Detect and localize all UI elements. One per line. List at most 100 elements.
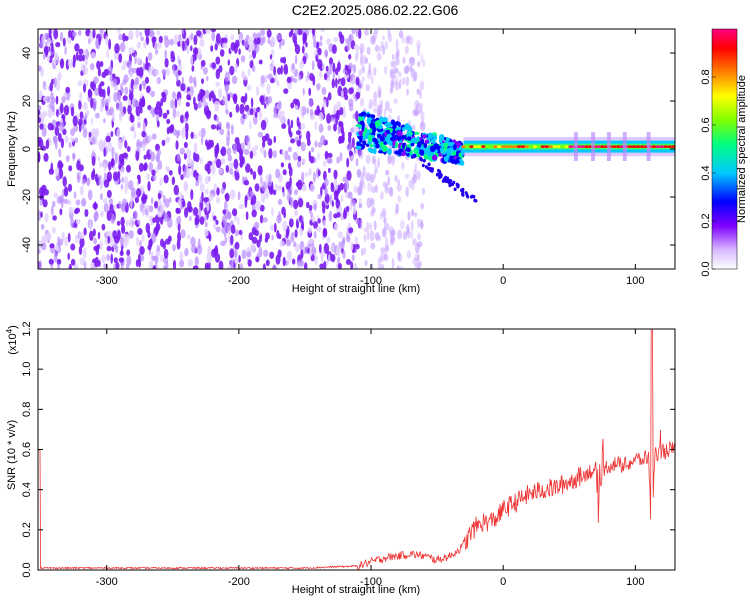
heatmap-cell	[369, 122, 374, 129]
heatmap-cell	[126, 146, 131, 152]
heatmap-cell	[266, 83, 271, 95]
heatmap-cell	[224, 192, 230, 202]
heatmap-cell	[298, 215, 303, 223]
heatmap-cell	[416, 88, 421, 95]
heatmap-cell	[528, 145, 534, 149]
heatmap-cell	[243, 75, 248, 81]
heatmap-cell	[255, 256, 260, 263]
heatmap-cell	[192, 76, 197, 85]
heatmap-cell	[140, 36, 144, 42]
heatmap-cell	[373, 67, 377, 76]
heatmap-cell	[366, 113, 371, 118]
heatmap-cell	[438, 169, 442, 174]
heatmap-cell	[346, 170, 352, 181]
heatmap-cell	[556, 145, 561, 149]
heatmap-cell	[269, 65, 274, 71]
heatmap-cell	[415, 243, 420, 254]
heatmap-cell	[122, 79, 127, 86]
heatmap-cell	[391, 155, 396, 163]
heatmap-cell	[276, 80, 280, 87]
heatmap-cell	[406, 147, 411, 153]
heatmap-cell	[43, 45, 49, 55]
heatmap-cell	[215, 196, 221, 204]
snr-y-label: SNR (10 * v/v)	[6, 420, 18, 490]
heatmap-cell	[173, 184, 179, 196]
heatmap-cell	[132, 67, 137, 74]
heatmap-cell	[401, 142, 406, 150]
y-tick-label: 0.0	[21, 562, 33, 577]
heatmap-cell	[127, 104, 132, 115]
heatmap-cell	[129, 217, 135, 228]
heatmap-cell	[135, 105, 141, 117]
heatmap-cell	[340, 212, 344, 221]
heatmap-cell	[40, 242, 47, 251]
heatmap-cell	[314, 121, 318, 131]
heatmap-cell	[113, 257, 118, 264]
heatmap-cell	[76, 175, 81, 183]
heatmap-cell	[297, 29, 303, 36]
heatmap-cell	[232, 143, 237, 155]
heatmap-cell	[224, 71, 231, 83]
heatmap-cell	[49, 243, 55, 249]
heatmap-cell	[458, 152, 462, 159]
heatmap-cell	[215, 219, 219, 225]
y-tick-label: 20	[21, 95, 33, 107]
heatmap-cell	[272, 265, 276, 269]
heatmap-cell	[92, 101, 97, 112]
heatmap-cell	[72, 115, 78, 127]
heatmap-cell	[310, 183, 315, 193]
heatmap-cell	[189, 216, 192, 221]
heatmap-cell	[361, 115, 365, 121]
heatmap-cell	[293, 209, 299, 217]
heatmap-cell	[216, 115, 219, 123]
heatmap-cell	[317, 58, 323, 70]
heatmap-cell	[287, 194, 292, 201]
heatmap-cell	[136, 41, 142, 49]
heatmap-cell	[65, 86, 71, 94]
heatmap-cell	[321, 86, 327, 96]
heatmap-cell	[348, 98, 354, 107]
heatmap-cell	[383, 253, 389, 262]
heatmap-cell	[282, 169, 287, 176]
heatmap-cell	[86, 177, 90, 187]
heatmap-cell	[404, 45, 409, 54]
heatmap-cell	[184, 207, 189, 218]
heatmap-cell	[387, 176, 391, 186]
heatmap-cell	[60, 102, 64, 114]
heatmap-cell	[330, 184, 335, 193]
heatmap-cell	[445, 176, 448, 181]
heatmap-cell	[187, 201, 192, 212]
heatmap-cell	[88, 131, 92, 138]
heatmap-cell	[217, 121, 222, 128]
heatmap-cell	[410, 143, 415, 147]
heatmap-cell	[397, 265, 400, 269]
heatmap-cell	[190, 32, 194, 41]
heatmap-cell	[309, 72, 314, 82]
heatmap-cell	[346, 157, 350, 168]
heatmap-cell	[398, 252, 403, 263]
heatmap-cell	[100, 210, 104, 218]
heatmap-cell	[418, 102, 423, 109]
heatmap-cell	[348, 135, 352, 144]
heatmap-cell	[355, 91, 361, 100]
heatmap-cell	[422, 158, 426, 163]
heatmap-cell	[138, 66, 144, 78]
heatmap-cell	[264, 74, 268, 83]
heatmap-cell	[250, 168, 253, 175]
heatmap-cell	[285, 239, 292, 247]
heatmap-cell	[412, 154, 416, 159]
heatmap-cell	[308, 97, 313, 108]
heatmap-cell	[190, 45, 193, 52]
heatmap-cell	[339, 34, 345, 45]
heatmap-cell	[93, 76, 99, 84]
heatmap-cell	[326, 38, 332, 46]
heatmap-cell	[263, 249, 269, 257]
heatmap-cell	[448, 180, 451, 185]
heatmap-cell	[232, 93, 238, 102]
heatmap-cell	[414, 131, 420, 135]
heatmap-cell	[112, 78, 118, 87]
heatmap-cell	[70, 258, 76, 266]
heatmap-cell	[409, 65, 413, 72]
heatmap-cell	[137, 121, 141, 129]
heatmap-cell	[376, 52, 382, 61]
